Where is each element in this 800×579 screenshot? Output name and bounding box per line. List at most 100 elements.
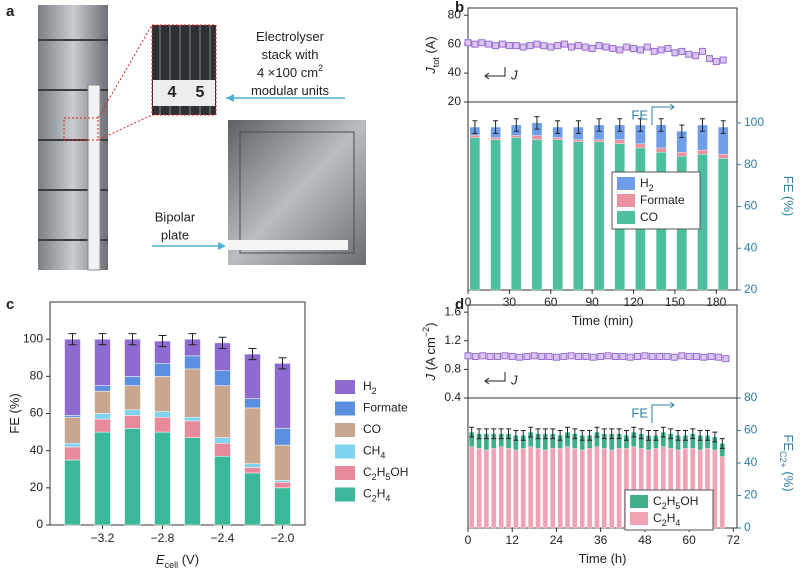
callout-arrowhead xyxy=(226,94,234,102)
panel-label: b xyxy=(455,0,464,16)
legend-swatch xyxy=(617,194,635,207)
callout-line: modular units xyxy=(251,83,330,98)
bar-segment xyxy=(593,139,605,142)
x-axis-label: Time (min) xyxy=(572,313,634,328)
zoom-line xyxy=(97,24,153,119)
bar-segment xyxy=(124,376,141,386)
zoom-line xyxy=(97,114,153,141)
label-part: Formate xyxy=(363,401,408,415)
error-bar xyxy=(542,428,548,440)
scatter-point xyxy=(705,55,713,63)
label-part: FE xyxy=(781,434,796,451)
scatter-point xyxy=(692,353,700,361)
bar-segment xyxy=(94,385,111,392)
error-bar xyxy=(646,430,652,441)
bar-segment xyxy=(244,398,261,409)
scatter-point xyxy=(519,43,527,51)
scatter-point xyxy=(567,352,575,360)
scatter-point xyxy=(699,47,707,55)
bar-segment xyxy=(542,449,549,529)
legend-label: Formate xyxy=(640,193,685,207)
legend-swatch xyxy=(335,401,355,416)
x-tick-label: −2.0 xyxy=(271,531,295,545)
bar-segment xyxy=(184,416,201,422)
scatter-point xyxy=(523,353,531,361)
scatter-point xyxy=(597,353,605,361)
bar-segment xyxy=(274,482,291,489)
scatter-point xyxy=(567,43,575,51)
zoom-box xyxy=(63,117,99,141)
bar-segment xyxy=(469,446,475,529)
bar-segment xyxy=(64,446,81,461)
scatter-point xyxy=(464,39,472,47)
bar-segment xyxy=(469,137,481,291)
label-part: J xyxy=(423,67,438,75)
scatter-point xyxy=(692,52,700,60)
bar-segment xyxy=(476,448,482,529)
label-part: (A) xyxy=(423,36,438,57)
label-part: H xyxy=(377,487,386,501)
y-axis-label: Jtot (A) xyxy=(423,36,441,74)
scatter-point xyxy=(648,353,656,361)
bar-segment xyxy=(490,137,501,140)
bar-segment xyxy=(579,449,585,529)
scatter-point xyxy=(630,44,638,52)
bar-segment xyxy=(124,385,141,411)
label-part: 4 xyxy=(385,494,390,504)
error-bar xyxy=(472,120,478,134)
y2-tick-label: 100 xyxy=(744,115,764,129)
label-part: 2 xyxy=(662,501,667,511)
bar-segment xyxy=(124,428,141,526)
label-part: (A cm xyxy=(423,337,438,374)
y2-tick-label: 40 xyxy=(744,455,758,469)
bar-segment xyxy=(244,353,261,399)
error-bar xyxy=(575,120,581,134)
x-tick-label: 90 xyxy=(585,295,599,309)
label-part: −2 xyxy=(421,327,431,337)
bar-segment xyxy=(94,431,111,526)
bar-segment xyxy=(498,446,504,529)
x-tick-label: 30 xyxy=(503,295,517,309)
scatter-point xyxy=(707,353,715,361)
x-tick-label: 150 xyxy=(665,295,685,309)
error-bar xyxy=(631,426,637,438)
bar-segment xyxy=(594,446,600,529)
error-bar xyxy=(616,428,622,440)
bar-segment xyxy=(511,135,522,138)
bar-segment xyxy=(184,368,201,418)
error-bar xyxy=(675,430,681,441)
panel-label: d xyxy=(455,296,464,313)
callout-text: stack with xyxy=(261,47,318,62)
scatter-point xyxy=(486,353,494,361)
scatter-point xyxy=(581,43,589,51)
bar-segment xyxy=(274,487,291,526)
bar-segment xyxy=(274,480,291,483)
label-part: (V) xyxy=(178,552,199,567)
legend-label: C2H5OH xyxy=(653,494,698,511)
scatter-point xyxy=(582,353,590,361)
scatter-point xyxy=(479,352,487,360)
x-tick-label: 0 xyxy=(465,533,472,547)
bar-segment xyxy=(154,376,171,412)
error-bar xyxy=(498,428,504,440)
scatter-point xyxy=(552,353,560,361)
legend-swatch xyxy=(335,487,355,502)
y2-axis-label: FE (%) xyxy=(781,176,796,216)
x-tick-label: −3.2 xyxy=(91,531,115,545)
scatter-point xyxy=(588,44,596,52)
callout-text: modular units xyxy=(251,83,330,98)
label-part: E xyxy=(156,552,165,567)
error-bar xyxy=(128,333,137,346)
label-part: CO xyxy=(640,210,658,224)
scatter-point xyxy=(533,40,541,48)
bar-segment xyxy=(593,141,605,291)
scatter-point xyxy=(609,44,617,52)
y-tick-label: 100 xyxy=(23,331,43,345)
y2-tick-label: 40 xyxy=(744,240,758,254)
y-tick-label: 0.8 xyxy=(444,362,461,376)
legend-label: C2H4 xyxy=(363,487,390,504)
scatter-point xyxy=(712,58,720,66)
label-part: Formate xyxy=(640,193,685,207)
legend-swatch xyxy=(617,177,635,190)
label-part: C xyxy=(653,494,662,508)
